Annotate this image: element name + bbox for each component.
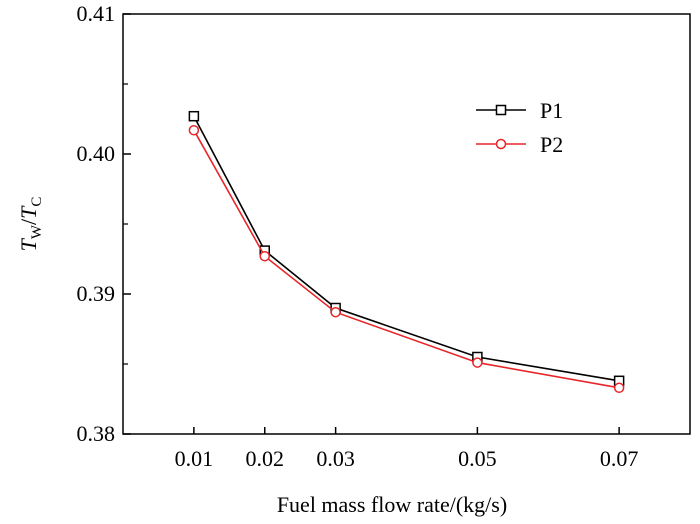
data-point-p1 [188,110,200,122]
data-point-p2 [613,382,625,394]
legend-label-p2: P2 [540,132,563,157]
x-tick-label: 0.07 [600,446,639,471]
y-axis-title-sub1: W [29,224,45,239]
x-tick-label: 0.01 [175,446,214,471]
y-tick-label: 0.38 [77,421,116,446]
y-axis: 0.38 0.39 0.40 0.41 [77,1,131,446]
series-layer [188,110,625,394]
x-tick-label: 0.02 [246,446,285,471]
plot-border [122,13,691,435]
legend-marker-p2 [495,138,507,150]
series-line-p2 [193,129,620,389]
data-point-p2 [472,357,483,368]
y-tick-label: 0.39 [77,281,116,306]
x-tick-label: 0.05 [458,446,497,471]
legend-marker-p1 [495,104,507,116]
y-tick-label: 0.40 [77,141,116,166]
y-axis-title-slash: / [16,218,41,225]
y-axis-title-main2: T [16,205,41,219]
y-axis-title-sub2: C [29,197,45,207]
x-axis: 0.01 0.02 0.03 0.05 0.07 [175,427,639,471]
legend-label-p1: P1 [540,98,563,123]
x-tick-label: 0.03 [316,446,355,471]
y-tick-label: 0.41 [77,1,116,26]
data-point-p2 [188,124,200,136]
y-axis-title-main: T [16,237,41,251]
data-point-p2 [259,250,270,262]
plot-frame [122,13,691,435]
data-point-p2 [330,306,341,318]
y-axis-title: TW/TC [16,197,45,252]
x-axis-title: Fuel mass flow rate/(kg/s) [277,492,507,517]
